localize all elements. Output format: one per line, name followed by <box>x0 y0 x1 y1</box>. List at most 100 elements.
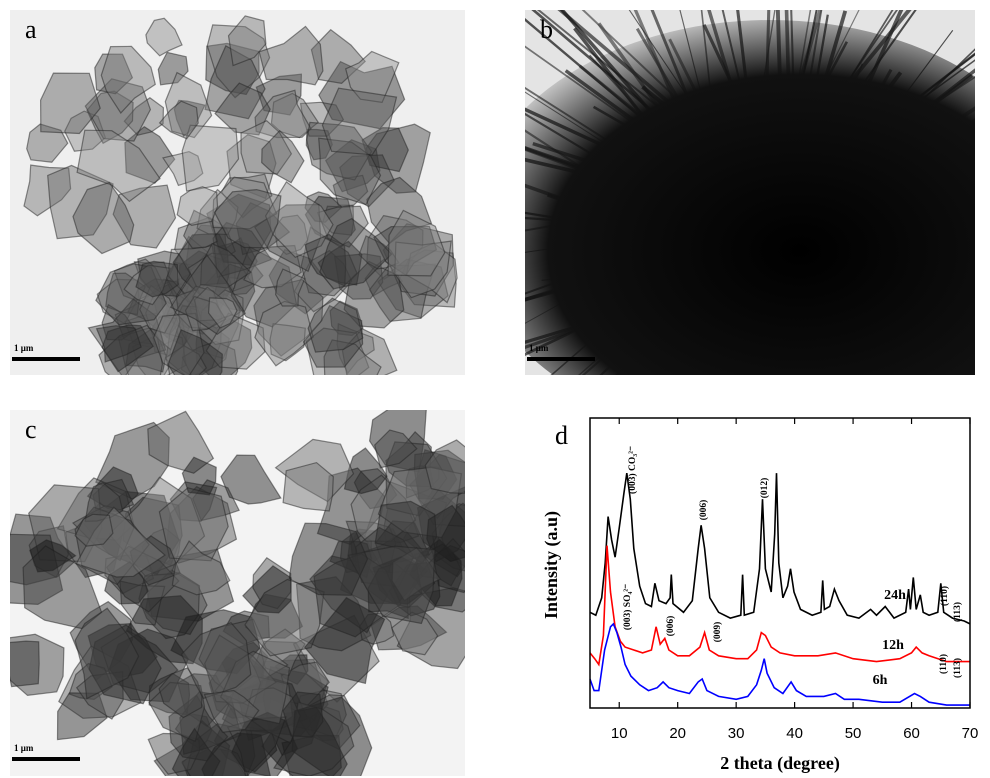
particle <box>87 298 167 375</box>
scale-bar-label: 1 μm <box>14 343 34 353</box>
peak-annotation: (012) <box>759 478 770 499</box>
xrd-line <box>589 622 970 706</box>
particle <box>169 254 246 336</box>
peak-annotation: (006) <box>698 500 709 521</box>
particle <box>230 246 298 328</box>
particle <box>288 522 369 596</box>
peak-annotation: (006) <box>665 616 676 637</box>
particle <box>26 123 69 163</box>
particle <box>72 181 135 255</box>
particle <box>274 268 306 307</box>
particle <box>167 329 223 375</box>
particle <box>158 100 199 140</box>
series-label: 24h <box>884 588 906 603</box>
particle <box>181 124 240 192</box>
particle <box>319 217 393 290</box>
particle <box>318 60 406 130</box>
particle <box>214 82 271 136</box>
peak-annotation: (110) <box>938 654 949 674</box>
particle <box>264 181 334 259</box>
x-tick-label: 10 <box>611 725 628 742</box>
particle <box>183 209 218 249</box>
particle <box>139 284 177 334</box>
peak-annotation: (110) <box>939 586 950 606</box>
scale-bar-label: 1 μm <box>14 743 34 753</box>
particle <box>194 286 234 322</box>
particle <box>176 186 219 227</box>
particle <box>74 607 140 700</box>
particle <box>243 244 302 289</box>
particle <box>171 540 231 596</box>
particle <box>254 89 312 139</box>
particle <box>270 92 319 139</box>
tem-image-a <box>10 10 465 375</box>
particle <box>180 621 252 700</box>
particle <box>157 51 189 86</box>
particle <box>74 513 114 547</box>
particle <box>424 439 465 494</box>
particle <box>181 340 239 375</box>
x-tick-label: 40 <box>786 725 803 742</box>
particle <box>100 45 156 114</box>
particle <box>426 504 465 563</box>
x-tick-label: 60 <box>903 725 920 742</box>
particle <box>306 121 373 181</box>
particle <box>374 429 418 469</box>
particle <box>261 129 305 184</box>
particle <box>84 78 152 142</box>
particle <box>181 456 217 496</box>
scale-bar-label: 1 μm <box>529 343 549 353</box>
particle <box>29 539 77 573</box>
particle <box>23 164 72 217</box>
particle <box>336 322 375 375</box>
particle <box>332 174 369 206</box>
particle <box>10 640 40 688</box>
particle <box>387 209 446 277</box>
particle <box>304 191 343 223</box>
particle <box>206 24 271 99</box>
particle <box>305 327 370 375</box>
scale-bar <box>527 357 595 361</box>
particle <box>253 278 324 357</box>
panel-label: d <box>555 421 568 450</box>
particle <box>282 691 324 738</box>
particle <box>368 263 437 322</box>
particle <box>145 293 181 351</box>
particle <box>310 28 367 84</box>
particle <box>254 300 314 367</box>
particle <box>307 297 364 353</box>
particle <box>207 297 238 329</box>
particle <box>293 249 353 313</box>
particle <box>135 260 179 298</box>
particle <box>101 324 154 373</box>
particle <box>164 71 213 139</box>
particle <box>341 327 398 375</box>
particle <box>240 119 293 175</box>
series-label: 6h <box>873 673 888 688</box>
particle <box>303 596 386 685</box>
peak-annotation: (003) CO₃²⁻ <box>627 446 638 494</box>
series-label: 12h <box>882 638 904 653</box>
particle <box>75 506 166 578</box>
particle <box>344 50 400 104</box>
particle <box>318 137 382 206</box>
particle <box>165 344 208 375</box>
panel-label: a <box>25 15 37 44</box>
particle <box>145 17 183 57</box>
particle <box>343 260 405 329</box>
peak-annotation: (003) SO₄²⁻ <box>622 584 633 630</box>
particle <box>123 97 165 136</box>
particle <box>76 129 161 203</box>
peak-annotation: (009) <box>712 622 723 643</box>
scale-bar <box>12 357 80 361</box>
xrd-line <box>589 472 971 625</box>
x-tick-label: 30 <box>728 725 745 742</box>
panel-label: c <box>25 415 37 444</box>
panel-label: b <box>540 15 553 44</box>
particle <box>220 454 282 505</box>
particle <box>203 689 260 733</box>
particle <box>98 324 164 375</box>
x-axis-label: 2 theta (degree) <box>720 753 840 774</box>
peak-annotation: (113) <box>952 658 963 678</box>
